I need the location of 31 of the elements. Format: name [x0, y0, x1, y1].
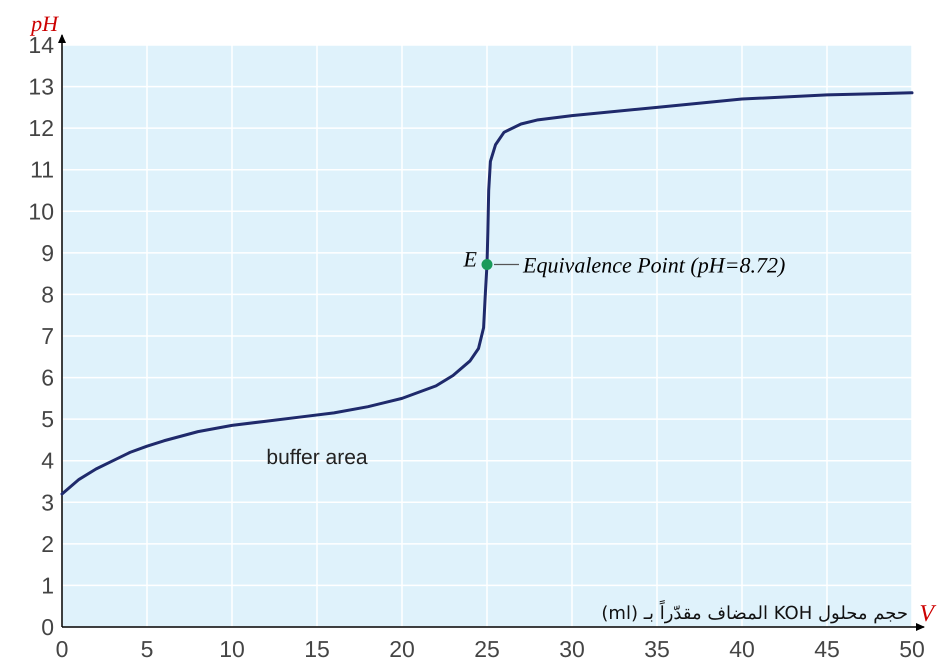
y-tick-label: 2	[41, 530, 54, 557]
x-tick-label: 50	[899, 636, 925, 662]
x-axis-title: V	[919, 601, 936, 627]
y-tick-label: 6	[41, 364, 54, 391]
x-tick-label: 10	[219, 636, 245, 662]
y-tick-label: 7	[41, 323, 54, 349]
x-tick-label: 40	[729, 636, 755, 662]
x-tick-label: 20	[389, 636, 415, 662]
x-tick-label: 35	[644, 636, 670, 662]
y-tick-label: 8	[41, 281, 54, 308]
y-tick-label: 4	[41, 448, 54, 474]
x-tick-label: 45	[814, 636, 840, 662]
line-series	[60, 91, 914, 496]
x-tick-label: 25	[474, 636, 500, 662]
y-tick-label: 5	[41, 406, 54, 432]
annotation: Equivalence Point (pH=8.72)	[522, 252, 786, 278]
y-tick-label: 11	[30, 156, 54, 183]
y-tick-label: 10	[28, 198, 54, 224]
y-tick-label: 0	[41, 614, 54, 640]
y-tick-label: 1	[41, 572, 54, 598]
y-tick-label: 13	[28, 74, 54, 100]
x-tick-label: 15	[304, 636, 330, 662]
y-tick-label: 12	[28, 115, 54, 142]
y-axis-title: pH	[29, 11, 60, 36]
y-tick-label: 3	[41, 489, 54, 516]
y-tick-label: 9	[41, 240, 54, 266]
annotation: حجم محلول KOH المضاف مقدّراً بـ (ml)	[601, 600, 908, 624]
x-tick-label: 5	[140, 636, 154, 662]
x-tick-label: 30	[559, 636, 585, 662]
annotation: buffer area	[266, 446, 368, 470]
annotation: E	[462, 246, 478, 272]
